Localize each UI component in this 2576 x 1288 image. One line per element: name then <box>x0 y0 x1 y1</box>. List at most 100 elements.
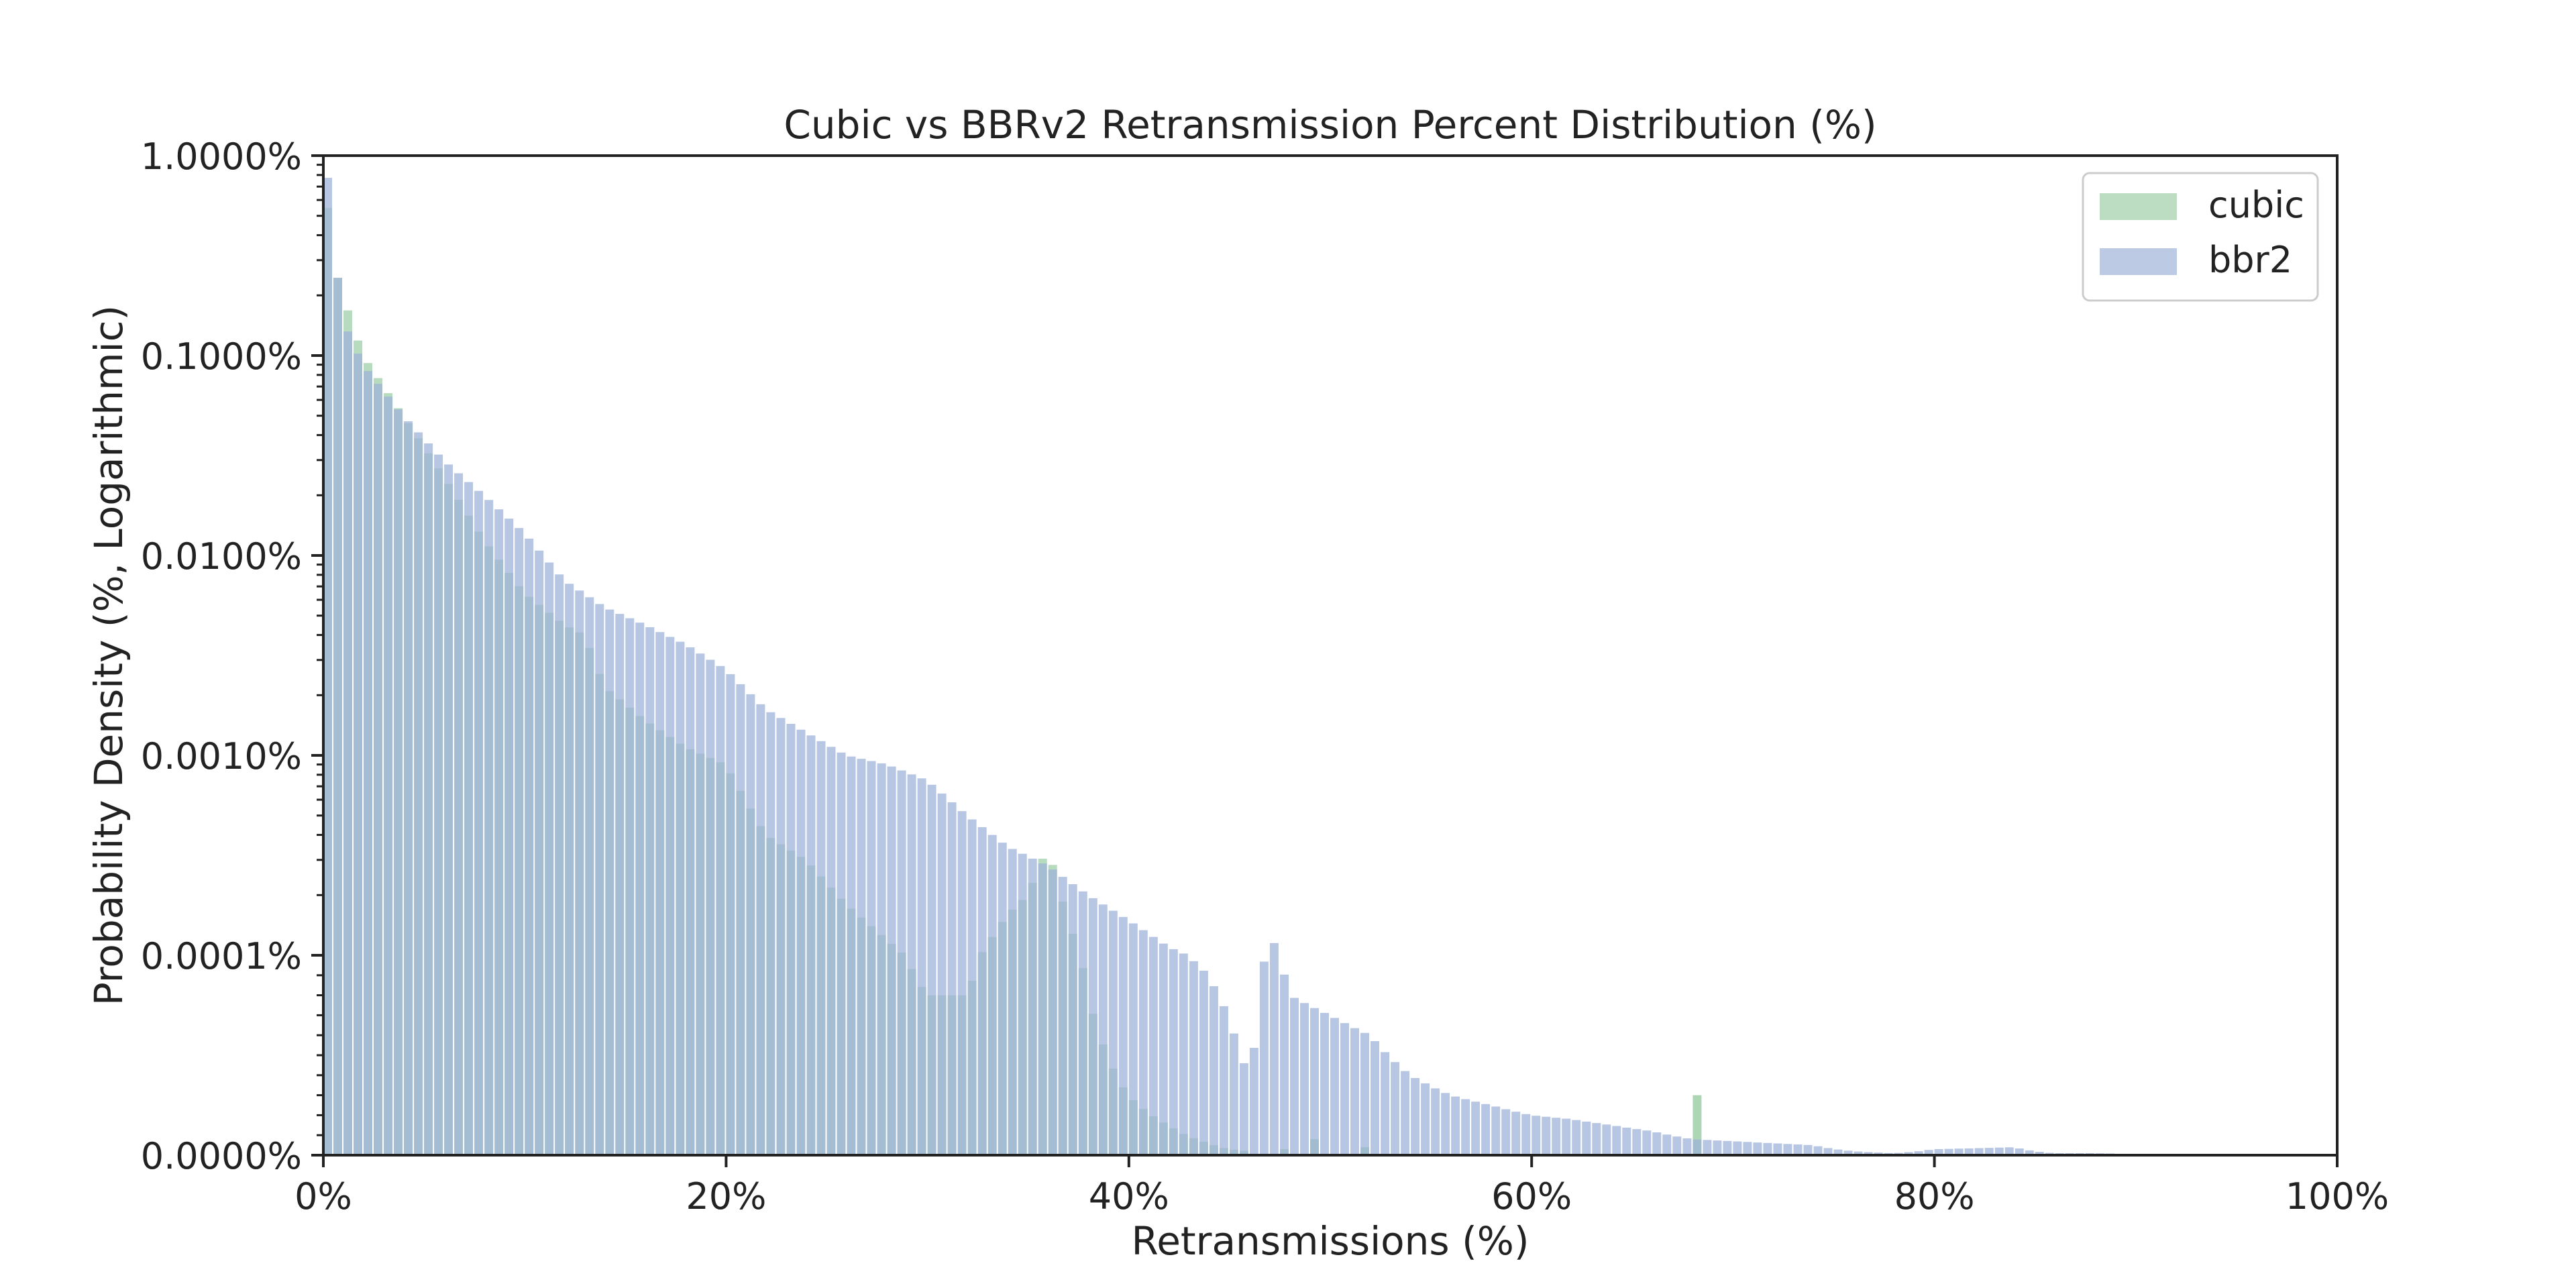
bar-bbr2 <box>1582 1121 1591 1155</box>
bar-bbr2 <box>535 550 544 1155</box>
bar-bbr2 <box>1743 1142 1752 1155</box>
bar-bbr2 <box>1068 884 1077 1155</box>
x-axis: 0% 20% 40% 60% 80% 100% <box>294 1155 2389 1218</box>
x-tick-label: 100% <box>2286 1175 2389 1218</box>
bar-bbr2 <box>565 584 574 1155</box>
y-tick-label: 0.0001% <box>141 935 302 977</box>
bar-bbr2 <box>665 637 675 1155</box>
bar-bbr2 <box>806 735 816 1155</box>
bar-bbr2 <box>1652 1132 1662 1155</box>
bar-bbr2 <box>957 811 967 1155</box>
bar-bbr2 <box>354 354 362 1155</box>
bar-bbr2 <box>736 684 745 1155</box>
bar-bbr2 <box>1642 1130 1652 1155</box>
bar-bbr2 <box>1944 1148 1953 1155</box>
legend-label-cubic: cubic <box>2208 184 2304 226</box>
bar-bbr2 <box>1501 1109 1511 1155</box>
chart-title: Cubic vs BBRv2 Retransmission Percent Di… <box>784 102 1876 148</box>
bar-bbr2 <box>1280 974 1289 1155</box>
bar-bbr2 <box>333 278 342 1156</box>
bar-bbr2 <box>967 819 977 1155</box>
bar-bbr2 <box>686 647 695 1155</box>
bar-bbr2 <box>1048 869 1057 1155</box>
bar-bbr2 <box>1461 1099 1470 1155</box>
bar-bbr2 <box>1622 1127 1631 1155</box>
bar-bbr2 <box>1471 1102 1481 1155</box>
bar-bbr2 <box>1259 961 1269 1155</box>
bar-bbr2 <box>1511 1112 1521 1155</box>
bar-bbr2 <box>343 331 352 1156</box>
x-tick-label: 80% <box>1894 1175 1975 1218</box>
bar-bbr2 <box>655 632 665 1155</box>
bar-bbr2 <box>2015 1148 2024 1155</box>
y-tick-label: 0.1000% <box>141 335 302 378</box>
bar-bbr2 <box>494 509 504 1155</box>
y-tick-label: 0.0010% <box>141 735 302 777</box>
bar-bbr2 <box>424 443 433 1155</box>
bar-bbr2 <box>816 741 826 1155</box>
bar-bbr2 <box>1431 1088 1440 1155</box>
bar-bbr2 <box>1199 971 1208 1155</box>
bar-bbr2 <box>1441 1093 1450 1155</box>
bar-bbr2 <box>796 729 806 1155</box>
bar-bbr2 <box>1381 1052 1390 1155</box>
bar-bbr2 <box>1169 949 1178 1155</box>
bar-bbr2 <box>1411 1078 1420 1155</box>
bar-bbr2 <box>545 562 554 1155</box>
bar-bbr2 <box>877 763 886 1155</box>
bar-bbr2 <box>1592 1123 1601 1155</box>
bar-bbr2 <box>1682 1138 1692 1155</box>
bar-bbr2 <box>907 774 916 1155</box>
bar-bbr2 <box>2035 1152 2044 1155</box>
bar-bbr2 <box>585 597 594 1155</box>
y-axis-label: Probability Density (%, Logarithmic) <box>86 305 131 1006</box>
bar-bbr2 <box>706 659 715 1155</box>
bar-bbr2 <box>1672 1136 1682 1155</box>
bar-bbr2 <box>1572 1120 1581 1155</box>
bar-bbr2 <box>1552 1118 1561 1155</box>
bar-bbr2 <box>1783 1144 1792 1155</box>
bar-bbr2 <box>454 473 464 1155</box>
bar-bbr2 <box>1360 1032 1369 1155</box>
bar-bbr2 <box>1330 1018 1339 1155</box>
bar-bbr2 <box>1058 877 1067 1155</box>
bar-bbr2 <box>595 604 604 1155</box>
bar-bbr2 <box>847 756 856 1155</box>
bar-bbr2 <box>1693 1139 1702 1155</box>
y-tick-label: 0.0000% <box>141 1135 302 1177</box>
bar-bbr2 <box>1350 1028 1359 1155</box>
bar-bbr2 <box>937 793 947 1155</box>
bar-bbr2 <box>1038 863 1047 1155</box>
bar-bbr2 <box>1773 1143 1782 1155</box>
bar-bbr2 <box>1209 986 1218 1155</box>
bar-bbr2 <box>464 482 474 1155</box>
bar-bbr2 <box>625 618 635 1155</box>
bar-bbr2 <box>1239 1063 1248 1155</box>
bar-bbr2 <box>1713 1140 1722 1155</box>
bar-bbr2 <box>1994 1147 2004 1155</box>
bar-bbr2 <box>575 590 584 1155</box>
bar-bbr2 <box>1823 1148 1833 1155</box>
bar-bbr2 <box>2004 1147 2014 1155</box>
bar-bbr2 <box>1269 943 1279 1155</box>
bar-bbr2 <box>1733 1141 1742 1155</box>
bar-bbr2 <box>947 802 957 1155</box>
bar-bbr2 <box>766 712 775 1155</box>
bar-bbr2 <box>645 627 655 1155</box>
legend: cubic bbr2 <box>2082 172 2319 302</box>
x-tick-label: 60% <box>1491 1175 1572 1218</box>
bar-bbr2 <box>394 409 403 1156</box>
bar-bbr2 <box>1028 858 1037 1155</box>
bar-bbr2 <box>1924 1150 1933 1155</box>
bar-bbr2 <box>1843 1150 1853 1155</box>
legend-swatch-cubic <box>2100 193 2177 220</box>
bar-bbr2 <box>1632 1129 1642 1155</box>
bar-bbr2 <box>1763 1142 1772 1155</box>
bar-bbr2 <box>605 609 614 1155</box>
bar-bbr2 <box>1229 1033 1238 1155</box>
bar-bbr2 <box>1018 853 1027 1155</box>
bar-bbr2 <box>1481 1104 1491 1155</box>
bar-bbr2 <box>1391 1062 1400 1155</box>
x-axis-label: Retransmissions (%) <box>1132 1218 1529 1264</box>
